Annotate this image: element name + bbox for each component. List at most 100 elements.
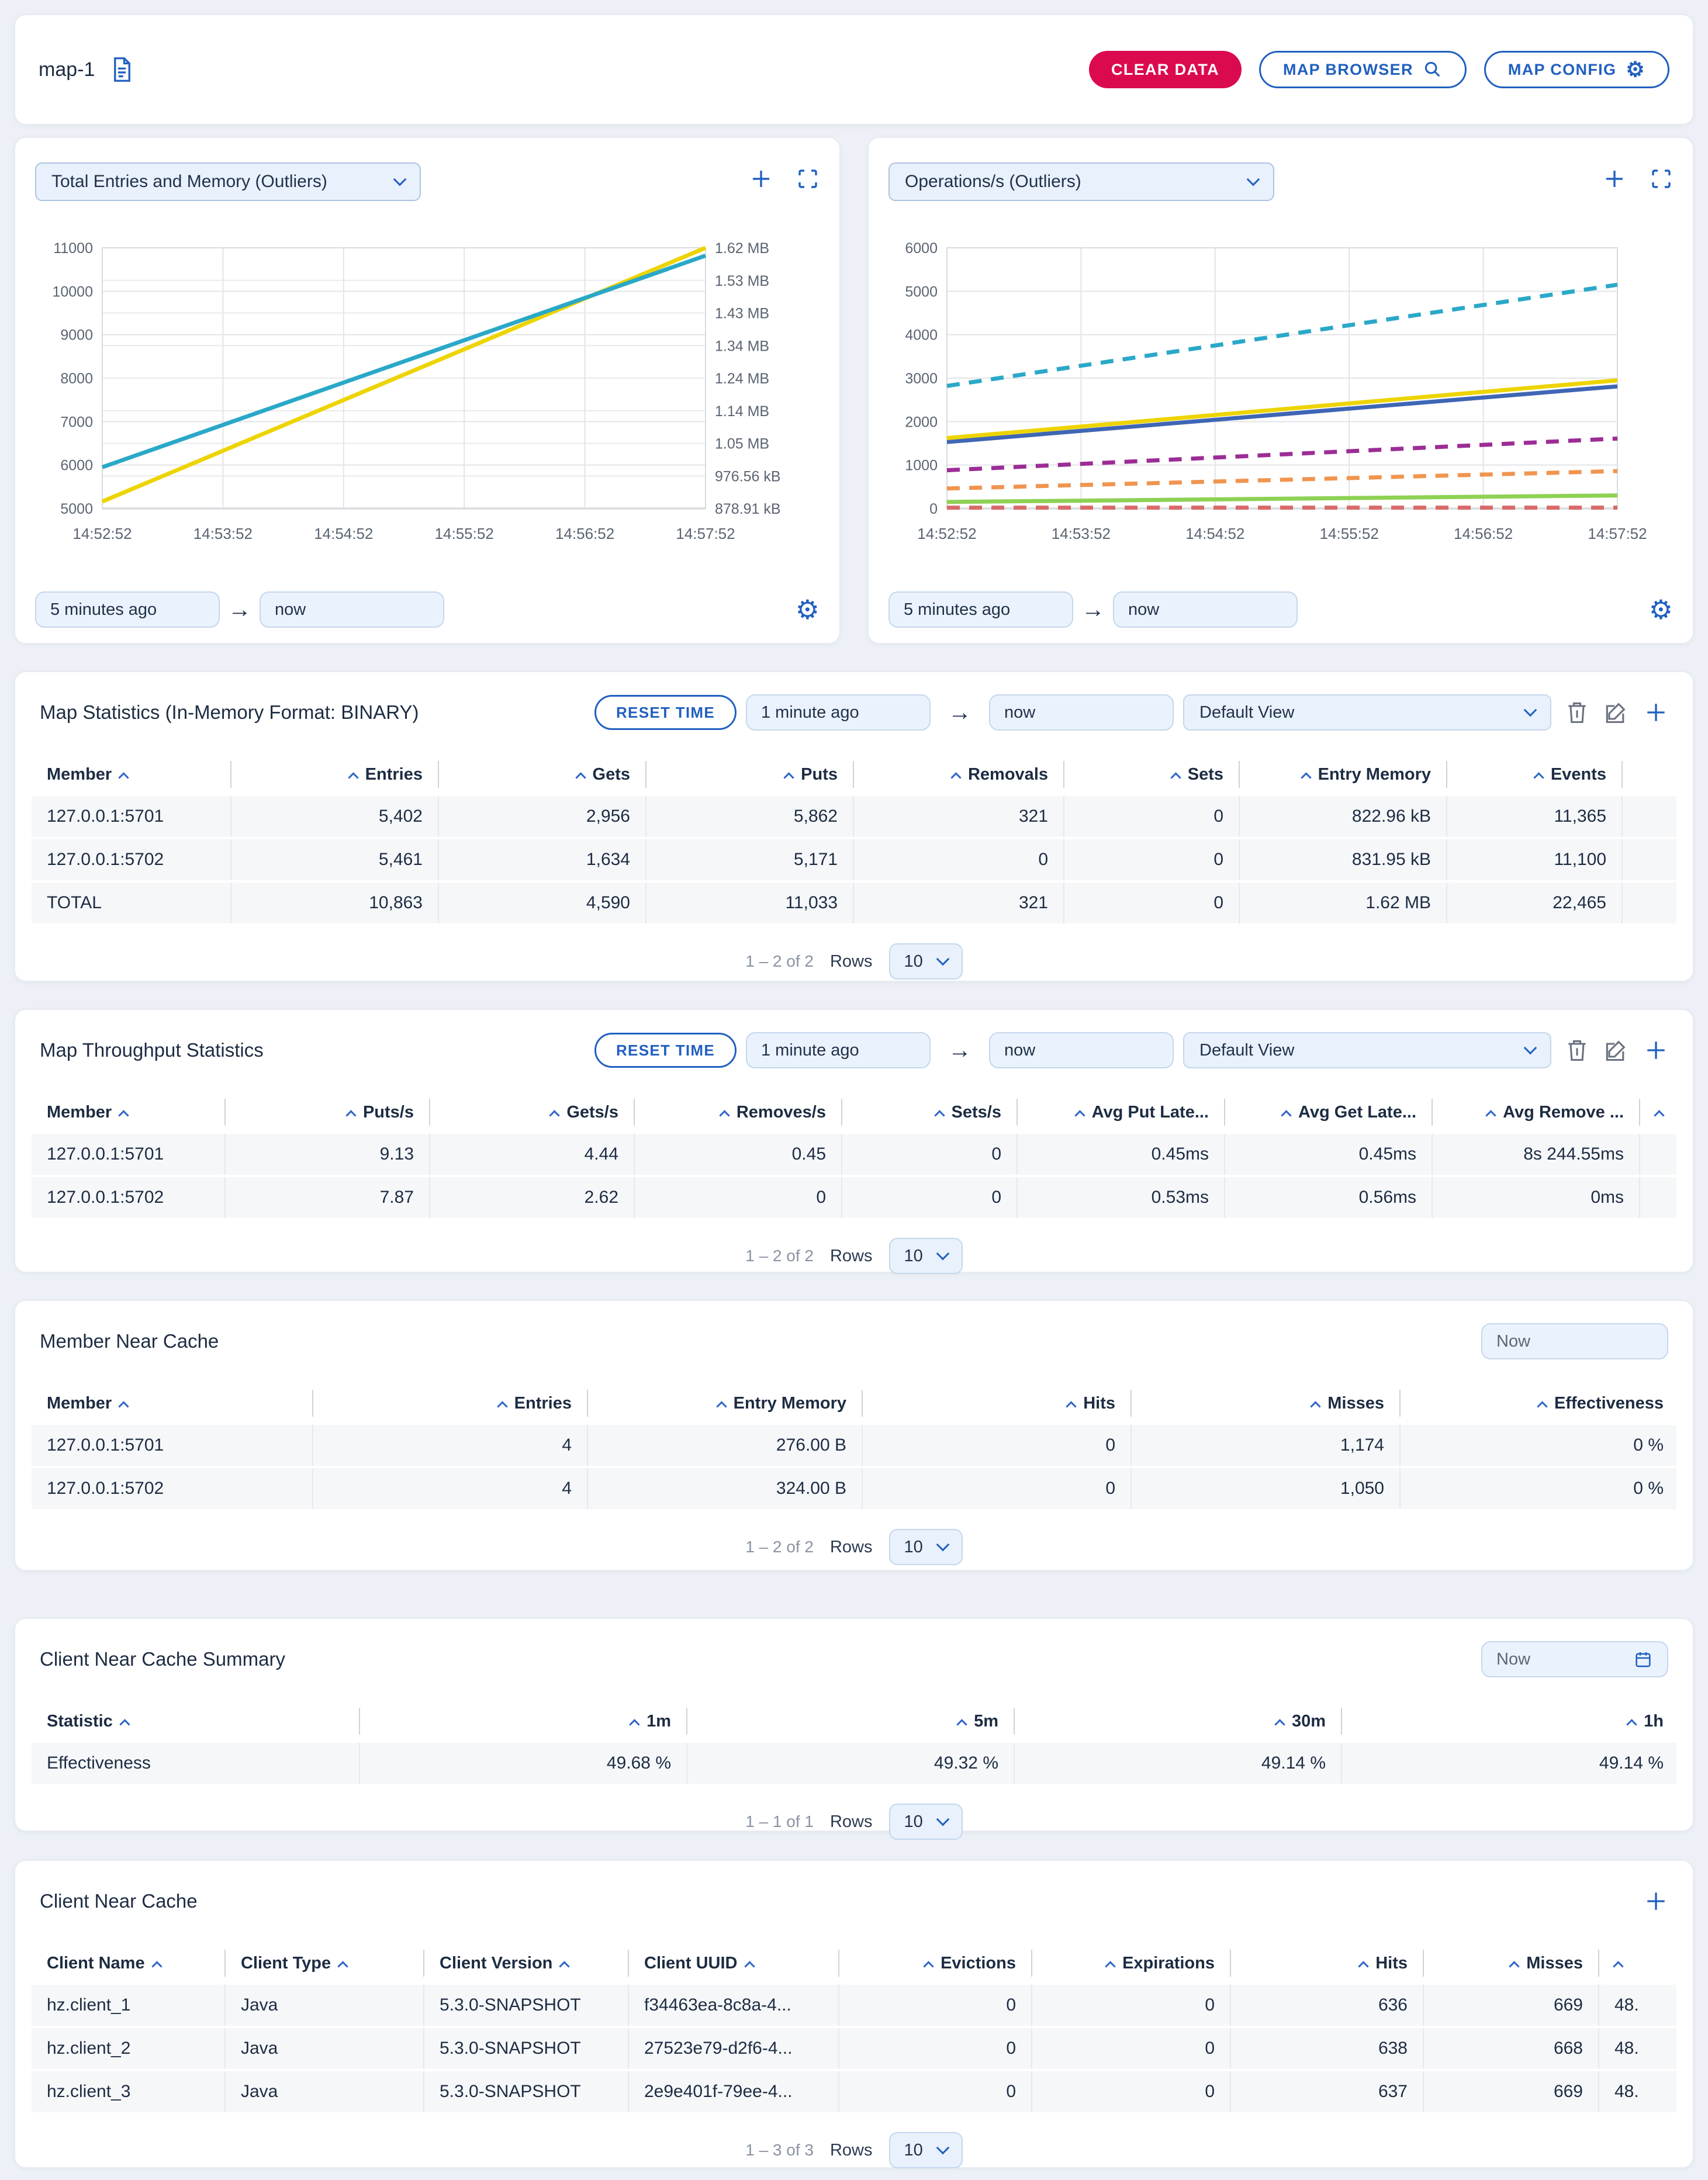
table-row[interactable]: hz.client_1 Java 5.3.0-SNAPSHOT f34463ea-8c… [32,1985,1676,2026]
col-removals[interactable]: Removals [853,761,1063,788]
table-row[interactable]: 127.0.0.1:5702 7.87 2.62 0 0 0.53ms 0.56ms 0ms [32,1177,1676,1218]
sort-caret-icon [956,1718,967,1730]
table-row-total[interactable]: TOTAL 10,863 4,590 11,033 321 0 1.62 MB 22,465 [32,883,1676,923]
rows-per-page-select[interactable]: 10 [888,2132,963,2168]
col-puts-s[interactable]: Puts/s [224,1099,429,1126]
chart-time-from-input[interactable]: 5 minutes ago [888,591,1073,628]
col-client-type[interactable]: Client Type [224,1950,423,1977]
sort-caret-icon [119,1718,130,1730]
reset-time-button[interactable]: RESET TIME [594,1033,737,1068]
add-view-icon[interactable] [1644,700,1668,725]
view-select[interactable]: Default View [1183,1032,1551,1068]
col-avg-put-latency[interactable]: Avg Put Late... [1016,1099,1224,1126]
table-row[interactable]: 127.0.0.1:5702 5,461 1,634 5,171 0 0 831.95 kB… [32,839,1676,880]
col-5m[interactable]: 5m [686,1708,1014,1735]
table-time-from-input[interactable]: 1 minute ago [746,1032,931,1068]
col-truncated[interactable] [1598,1950,1676,1977]
table-row[interactable]: 127.0.0.1:5702 4 324.00 B 0 1,050 0 % [32,1468,1676,1509]
pagination-range: 1 – 3 of 3 [745,2141,814,2159]
document-icon[interactable] [110,56,134,83]
sort-caret-icon [1537,1400,1548,1412]
now-input[interactable]: Now [1481,1641,1668,1677]
edit-view-icon[interactable] [1603,1037,1629,1063]
metric-select-operations[interactable]: Operations/s (Outliers) [888,162,1274,201]
svg-text:6000: 6000 [905,241,938,257]
view-select[interactable]: Default View [1183,694,1551,731]
map-config-button[interactable]: MAP CONFIG ⚙ [1484,51,1669,88]
table-row[interactable]: 127.0.0.1:5701 5,402 2,956 5,862 321 0 822.96 … [32,796,1676,837]
col-member[interactable]: Member [32,761,230,788]
col-client-version[interactable]: Client Version [423,1950,628,1977]
add-chart-icon[interactable] [749,167,773,191]
fullscreen-icon[interactable] [1650,167,1673,191]
metric-select-entries-memory[interactable]: Total Entries and Memory (Outliers) [35,162,421,201]
col-effectiveness[interactable]: Effectiveness [1399,1390,1676,1417]
col-entry-memory[interactable]: Entry Memory [1239,761,1446,788]
col-evictions[interactable]: Evictions [838,1950,1031,1977]
svg-text:14:56:52: 14:56:52 [555,525,614,542]
col-avg-get-latency[interactable]: Avg Get Late... [1224,1099,1432,1126]
table-row[interactable]: Effectiveness 49.68 % 49.32 % 49.14 % 49.14 … [32,1743,1676,1784]
add-chart-icon[interactable] [1603,167,1626,191]
col-entries[interactable]: Entries [230,761,438,788]
sort-caret-icon [923,1960,934,1972]
add-view-icon[interactable] [1644,1889,1668,1913]
svg-text:1.43 MB: 1.43 MB [715,306,769,322]
table-time-to-input[interactable]: now [989,694,1174,731]
col-hits[interactable]: Hits [862,1390,1130,1417]
col-expirations[interactable]: Expirations [1031,1950,1230,1977]
panel-title: Client Near Cache [40,1890,198,1912]
table-row[interactable]: 127.0.0.1:5701 4 276.00 B 0 1,174 0 % [32,1425,1676,1466]
col-hits[interactable]: Hits [1230,1950,1423,1977]
col-misses[interactable]: Misses [1423,1950,1598,1977]
gear-icon: ⚙ [1626,57,1645,81]
rows-per-page-select[interactable]: 10 [888,1238,963,1274]
col-avg-remove-latency[interactable]: Avg Remove ... [1432,1099,1639,1126]
col-client-name[interactable]: Client Name [32,1950,224,1977]
rows-per-page-select[interactable]: 10 [888,1804,963,1840]
table-row[interactable]: 127.0.0.1:5701 9.13 4.44 0.45 0 0.45ms 0.45ms 8… [32,1134,1676,1175]
col-puts[interactable]: Puts [645,761,853,788]
rows-per-page-select[interactable]: 10 [888,943,963,980]
col-events[interactable]: Events [1446,761,1621,788]
col-truncated[interactable] [1639,1099,1676,1126]
add-view-icon[interactable] [1644,1038,1668,1063]
delete-view-icon[interactable] [1564,1037,1590,1063]
table-row[interactable]: hz.client_2 Java 5.3.0-SNAPSHOT 27523e79-d2… [32,2028,1676,2069]
edit-view-icon[interactable] [1603,700,1629,725]
svg-text:14:54:52: 14:54:52 [1185,525,1244,542]
col-30m[interactable]: 30m [1014,1708,1341,1735]
col-entries[interactable]: Entries [312,1390,587,1417]
chart-time-to-input[interactable]: now [260,591,444,628]
fullscreen-icon[interactable] [796,167,820,191]
panel-title: Client Near Cache Summary [40,1648,285,1670]
col-sets[interactable]: Sets [1063,761,1239,788]
col-removes-s[interactable]: Removes/s [634,1099,841,1126]
chart-settings-icon[interactable]: ⚙ [795,594,820,625]
reset-time-button[interactable]: RESET TIME [594,695,737,730]
delete-view-icon[interactable] [1564,700,1590,725]
chart-time-from-input[interactable]: 5 minutes ago [35,591,220,628]
col-member[interactable]: Member [32,1099,224,1126]
table-time-from-input[interactable]: 1 minute ago [746,694,931,731]
col-gets-s[interactable]: Gets/s [429,1099,634,1126]
col-sets-s[interactable]: Sets/s [841,1099,1016,1126]
col-client-uuid[interactable]: Client UUID [628,1950,838,1977]
chart-time-to-input[interactable]: now [1113,591,1298,628]
col-gets[interactable]: Gets [438,761,645,788]
col-misses[interactable]: Misses [1130,1390,1399,1417]
sort-caret-icon [1358,1960,1369,1972]
col-member[interactable]: Member [32,1390,312,1417]
table-time-to-input[interactable]: now [989,1032,1174,1068]
col-statistic[interactable]: Statistic [32,1708,359,1735]
col-1h[interactable]: 1h [1341,1708,1676,1735]
table-row[interactable]: hz.client_3 Java 5.3.0-SNAPSHOT 2e9e401f-79… [32,2071,1676,2112]
col-1m[interactable]: 1m [359,1708,686,1735]
chart-settings-icon[interactable]: ⚙ [1648,594,1673,625]
col-entry-memory[interactable]: Entry Memory [587,1390,862,1417]
sort-caret-icon [744,1960,755,1972]
clear-data-button[interactable]: CLEAR DATA [1089,51,1242,88]
rows-per-page-select[interactable]: 10 [888,1529,963,1565]
now-input[interactable]: Now [1481,1323,1668,1359]
map-browser-button[interactable]: MAP BROWSER [1258,51,1467,88]
